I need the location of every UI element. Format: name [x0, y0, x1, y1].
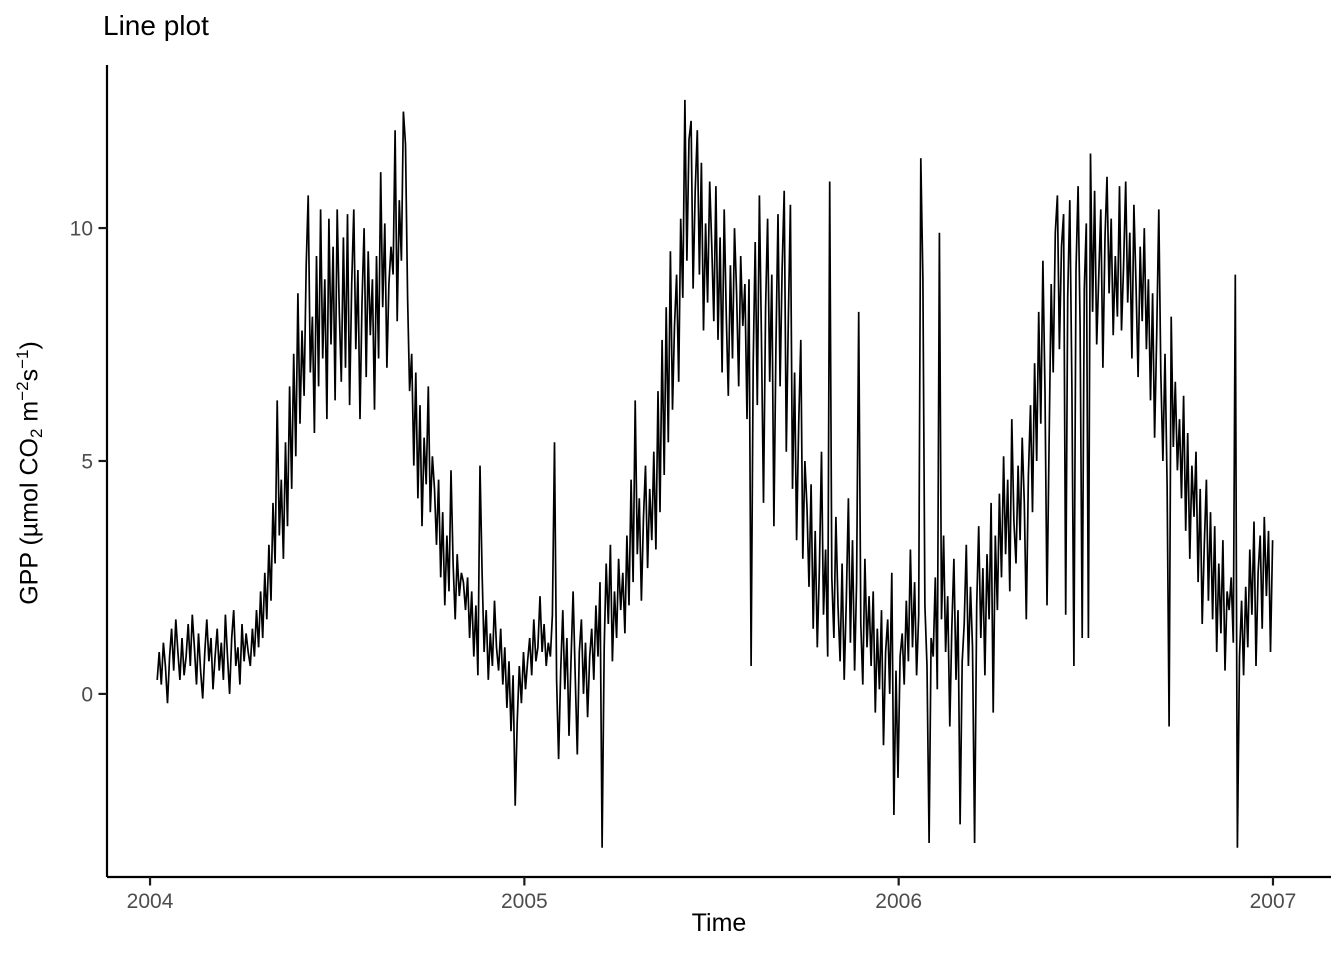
y-axis-title-part: −1	[13, 349, 33, 369]
y-axis-title-part: GPP (µmol CO	[15, 438, 44, 605]
y-tick-label: 10	[70, 218, 93, 241]
y-tick-label: 0	[81, 683, 93, 706]
x-axis-title: Time	[691, 909, 747, 937]
y-axis-title-part: 2	[26, 428, 46, 439]
x-tick-label: 2007	[1250, 890, 1297, 913]
y-axis-title-part: −2	[13, 381, 33, 401]
y-axis-title-part: m	[15, 400, 44, 429]
y-tick-label: 5	[81, 450, 93, 473]
y-axis-title-part: s	[15, 368, 44, 382]
x-tick-label: 2006	[875, 890, 922, 913]
x-tick-label: 2005	[501, 890, 548, 913]
gpp-series-line	[156, 99, 1274, 848]
plot-title: Line plot	[103, 10, 209, 41]
y-axis-title-part: )	[15, 341, 44, 350]
y-axis-title: GPP (µmol CO2 m−2s−1)	[13, 341, 47, 605]
x-tick-label: 2004	[127, 890, 174, 913]
